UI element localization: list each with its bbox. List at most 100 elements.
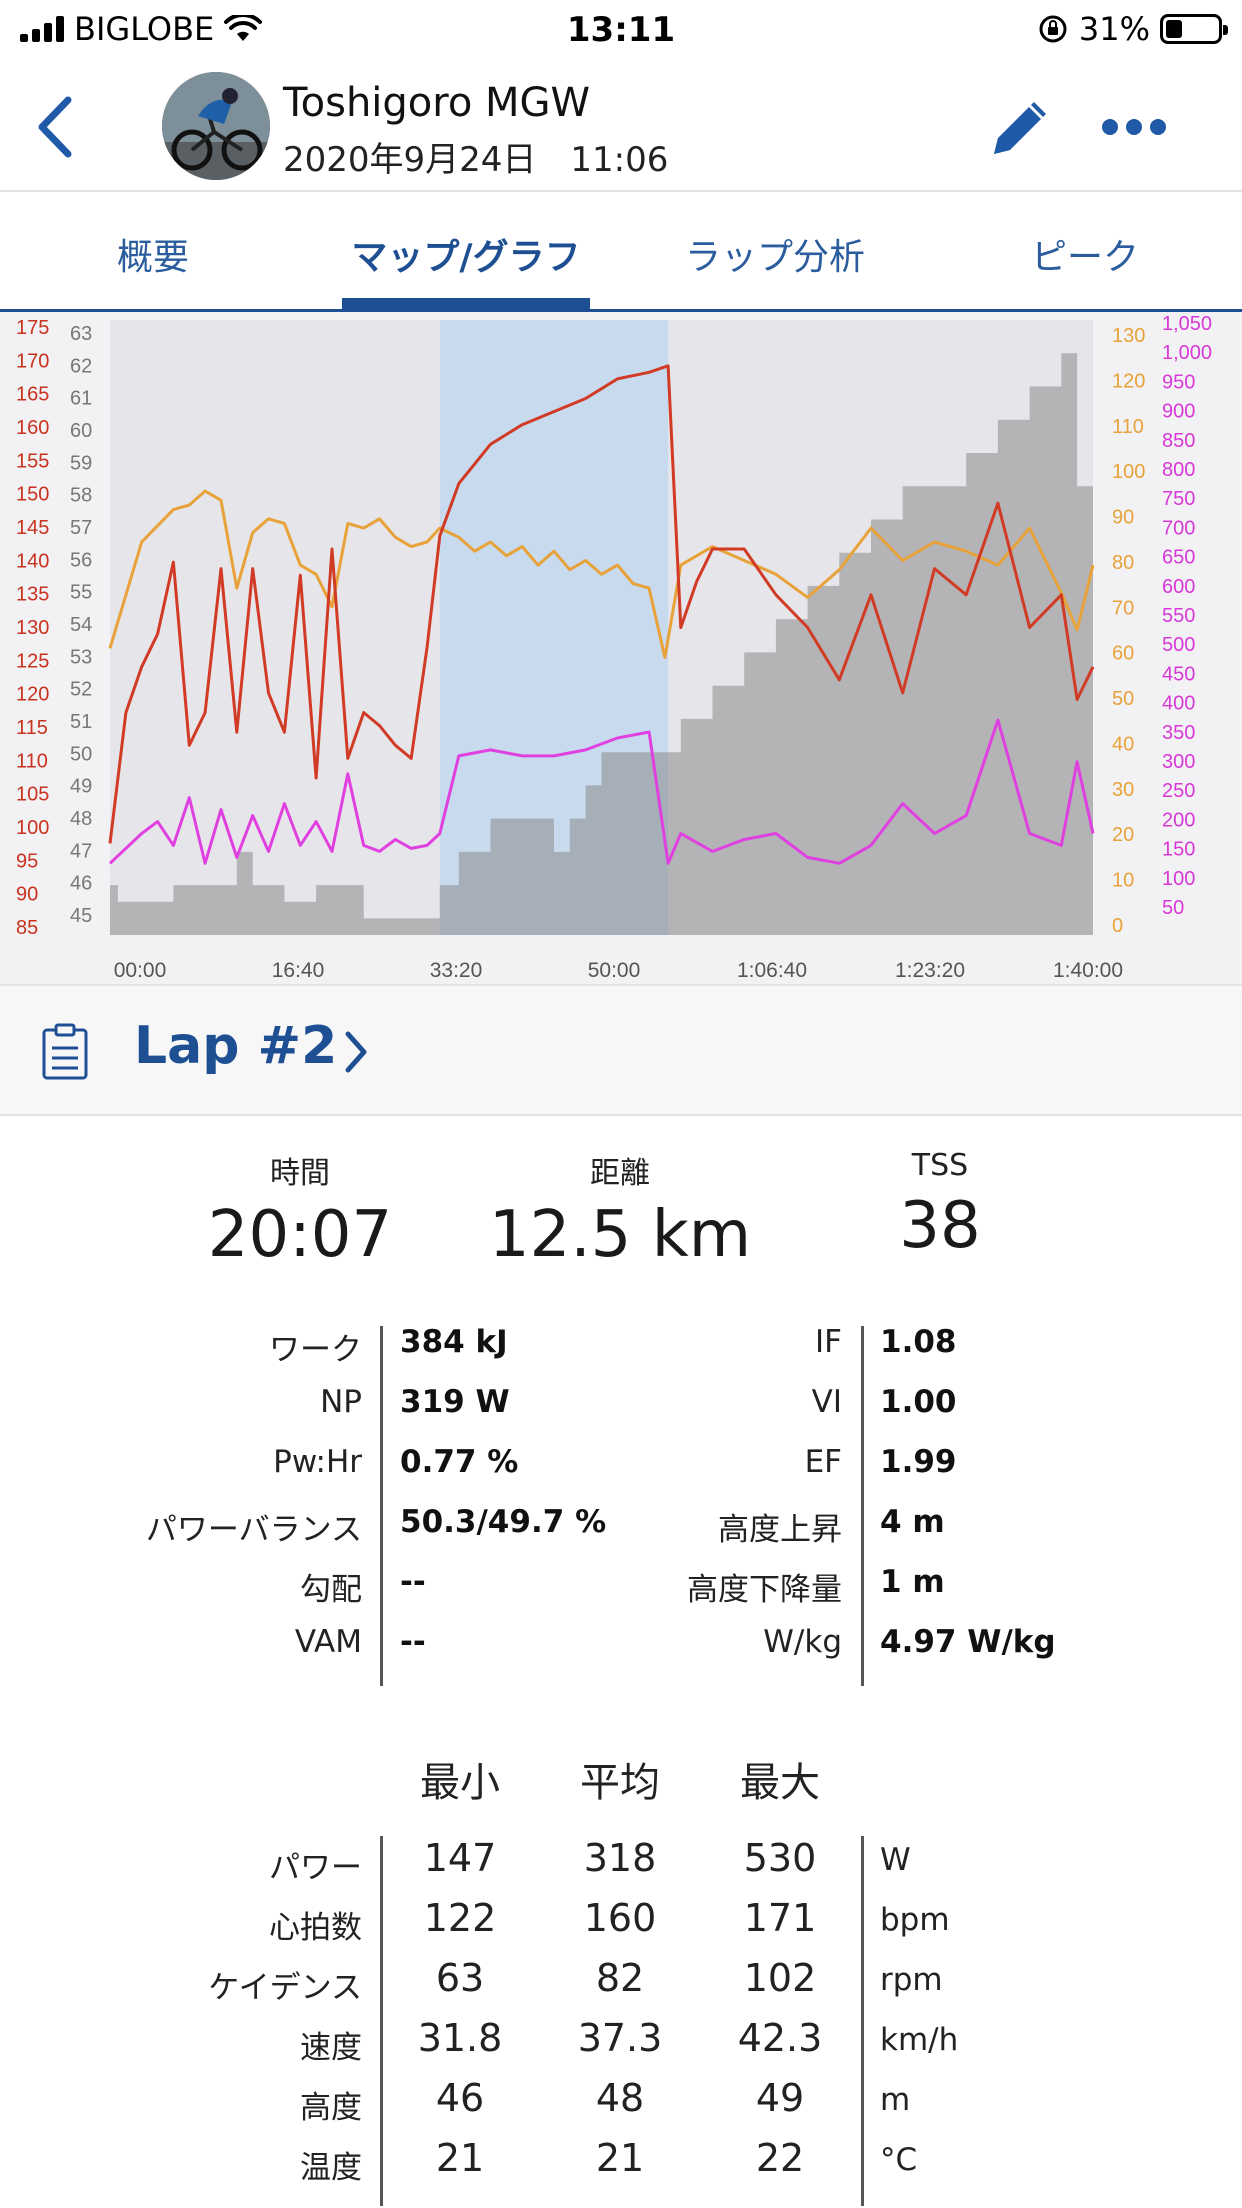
stats-header: 最小 平均 最大 xyxy=(0,1750,1242,1810)
metrics-row: ワーク 384 kJ IF 1.08 xyxy=(0,1324,1242,1384)
stats-label: 心拍数 xyxy=(269,1910,362,1946)
cadence-axis-tick: 40 xyxy=(1112,733,1134,755)
power-axis-tick: 200 xyxy=(1162,809,1195,831)
stats-unit: bpm xyxy=(880,1902,950,1938)
status-left: BIGLOBE xyxy=(20,10,263,48)
stats-header-avg: 平均 xyxy=(580,1760,660,1806)
clipboard-icon xyxy=(42,1023,88,1080)
rotation-lock-icon xyxy=(1039,15,1067,43)
stats-unit: °C xyxy=(880,2142,918,2178)
stats-header-min: 最小 xyxy=(420,1760,500,1806)
activity-header: Toshigoro MGW 2020年9月24日 11:06 xyxy=(0,62,1242,192)
x-axis-tick: 33:20 xyxy=(430,959,483,982)
lap-summary: 時間 20:07 距離 12.5 km TSS 38 xyxy=(0,1148,1242,1278)
heart-rate-axis-tick: 125 xyxy=(16,650,49,672)
activity-chart[interactable]: 175 170 165 160 155 150 145 140 135 130 125 120 115 1… xyxy=(0,312,1242,984)
activity-chart-svg[interactable]: 175 170 165 160 155 150 145 140 135 130 125 120 115 1… xyxy=(0,312,1242,984)
metric-label: NP xyxy=(320,1384,362,1420)
altitude-axis-tick: 48 xyxy=(70,808,92,830)
metrics-divider-right xyxy=(861,1326,864,1686)
altitude-series-area xyxy=(110,353,1093,935)
x-axis-tick: 1:23:20 xyxy=(895,959,965,982)
power-axis-tick: 950 xyxy=(1162,371,1195,393)
metric-label: VI xyxy=(811,1384,842,1420)
heart-rate-axis-tick: 175 xyxy=(16,317,49,339)
signal-icon xyxy=(20,16,64,42)
heart-rate-axis-tick: 110 xyxy=(16,750,48,772)
tab-map-graph[interactable]: マップ/グラフ xyxy=(351,237,581,278)
stats-unit: rpm xyxy=(880,1962,943,1998)
metric-value: 1.00 xyxy=(880,1384,957,1420)
cadence-axis-tick: 50 xyxy=(1112,688,1134,710)
metric-label: 高度下降量 xyxy=(687,1572,842,1608)
x-axis-tick: 00:00 xyxy=(114,959,167,982)
stats-min: 147 xyxy=(423,1836,497,1880)
cadence-axis-tick: 130 xyxy=(1112,325,1145,347)
summary-value: 20:07 xyxy=(207,1198,393,1272)
heart-rate-series-line xyxy=(108,364,1095,844)
stats-max: 22 xyxy=(755,2136,805,2180)
active-tab-indicator xyxy=(342,298,590,310)
heart-rate-axis-tick: 130 xyxy=(16,617,49,639)
cadence-axis-tick: 10 xyxy=(1112,870,1134,892)
battery-percent: 31% xyxy=(1078,10,1150,48)
metrics-divider-left xyxy=(380,1326,383,1686)
metrics-row: VAM -- W/kg 4.97 W/kg xyxy=(0,1624,1242,1684)
summary-label: 時間 xyxy=(270,1156,330,1191)
altitude-axis-tick: 53 xyxy=(70,646,92,668)
battery-level xyxy=(1166,20,1182,38)
x-axis-tick: 16:40 xyxy=(272,959,325,982)
pencil-icon[interactable] xyxy=(980,90,1058,168)
stats-max: 42.3 xyxy=(737,2016,823,2060)
altitude-axis-tick: 54 xyxy=(70,614,92,636)
power-axis-tick: 1,000 xyxy=(1162,342,1212,364)
tab-lap-analysis[interactable]: ラップ分析 xyxy=(684,237,865,278)
wifi-icon xyxy=(224,15,263,41)
more-options-icon[interactable] xyxy=(1102,112,1166,142)
metric-value: 1 m xyxy=(880,1564,945,1600)
stats-min: 63 xyxy=(435,1956,485,2000)
tab-overview[interactable]: 概要 xyxy=(116,237,189,278)
stats-min: 21 xyxy=(435,2136,485,2180)
activity-date: 2020年9月24日 11:06 xyxy=(283,140,669,180)
tab-peak[interactable]: ピーク xyxy=(1030,237,1139,278)
athlete-name: Toshigoro MGW xyxy=(283,80,591,126)
metrics-row: 勾配 -- 高度下降量 1 m xyxy=(0,1564,1242,1624)
back-icon[interactable] xyxy=(28,92,88,162)
altitude-axis-tick: 55 xyxy=(70,582,92,604)
altitude-axis-tick: 57 xyxy=(70,517,92,539)
metric-value: 319 W xyxy=(400,1384,510,1420)
stats-label: 温度 xyxy=(300,2150,362,2186)
metrics-row: パワーバランス 50.3/49.7 % 高度上昇 4 m xyxy=(0,1504,1242,1564)
stats-max: 171 xyxy=(743,1896,817,1940)
altitude-axis-tick: 63 xyxy=(70,323,92,345)
stats-avg: 82 xyxy=(595,1956,645,2000)
altitude-axis-tick: 49 xyxy=(70,776,92,798)
metric-value: 0.77 % xyxy=(400,1444,519,1480)
avatar[interactable] xyxy=(162,72,270,180)
altitude-axis-tick: 52 xyxy=(70,679,92,701)
cadence-axis-tick: 60 xyxy=(1112,643,1134,665)
lap-metrics: ワーク 384 kJ IF 1.08 NP 319 W VI 1.00 Pw:Hr 0.77 % E… xyxy=(0,1324,1242,1684)
power-axis-tick: 550 xyxy=(1162,605,1195,627)
carrier-name: BIGLOBE xyxy=(74,10,215,48)
stats-label: パワー xyxy=(269,1850,362,1886)
heart-rate-axis-tick: 150 xyxy=(16,484,49,506)
stats-unit: m xyxy=(880,2082,911,2118)
altitude-axis-tick: 46 xyxy=(70,873,92,895)
power-axis-tick: 1,050 xyxy=(1162,313,1212,335)
heart-rate-axis-tick: 85 xyxy=(16,917,38,939)
stats-row: パワー 147 318 530 W xyxy=(0,1836,1242,1896)
cadence-axis-tick: 120 xyxy=(1112,370,1145,392)
lap-selector[interactable]: Lap #2 xyxy=(0,984,1242,1116)
status-bar: BIGLOBE 13:11 31% xyxy=(0,0,1242,62)
metric-label: Pw:Hr xyxy=(273,1444,362,1480)
metric-value: 4 m xyxy=(880,1504,945,1540)
heart-rate-axis-tick: 105 xyxy=(16,784,49,806)
power-axis-tick: 650 xyxy=(1162,547,1195,569)
power-axis-tick: 250 xyxy=(1162,780,1195,802)
metric-label: パワーバランス xyxy=(145,1512,362,1548)
heart-rate-axis-tick: 160 xyxy=(16,417,49,439)
stats-divider-right xyxy=(861,1836,864,2206)
stats-row: 心拍数 122 160 171 bpm xyxy=(0,1896,1242,1956)
